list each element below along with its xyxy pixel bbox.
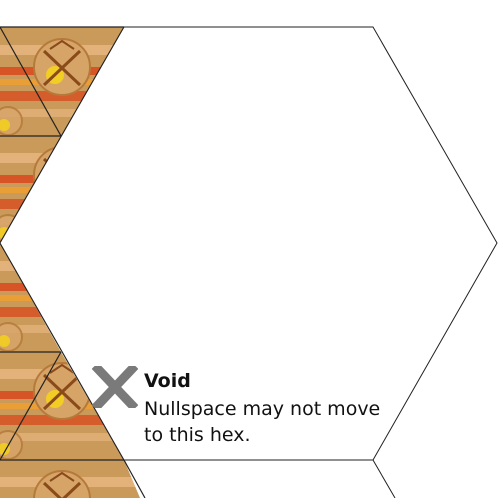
- hex-type-title: Void: [144, 370, 191, 392]
- neighbor-hex-top-left: [0, 27, 124, 136]
- neighbor-hex-bottom-left: [0, 352, 124, 460]
- x-cross-icon: [92, 366, 138, 408]
- neighbor-hex-bottom-edge: [0, 460, 140, 498]
- hex-edge-lower-right: [372, 459, 396, 498]
- hex-type-description: Nullspace may not move to this hex.: [144, 398, 381, 446]
